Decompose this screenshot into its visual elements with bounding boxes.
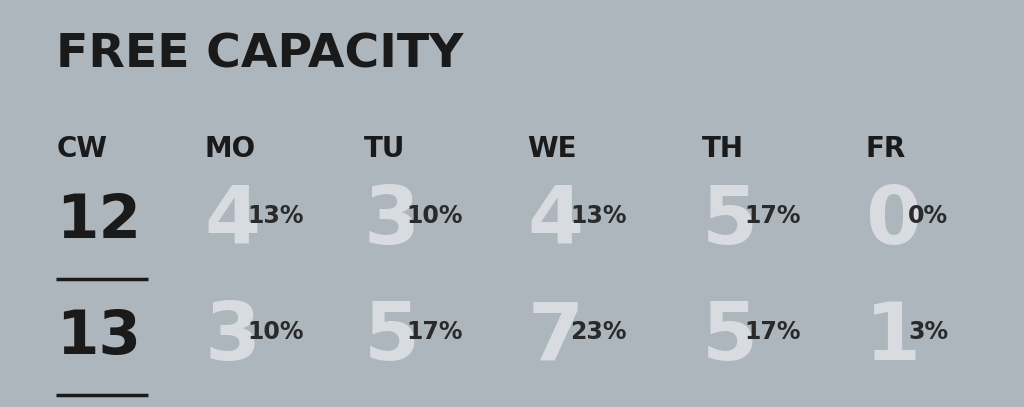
Text: 3%: 3% bbox=[908, 320, 948, 344]
Text: 3: 3 bbox=[205, 299, 261, 377]
Text: FREE CAPACITY: FREE CAPACITY bbox=[56, 33, 464, 78]
Text: 10%: 10% bbox=[248, 320, 304, 344]
Text: 4: 4 bbox=[527, 183, 584, 261]
Text: 17%: 17% bbox=[744, 204, 801, 228]
Text: 10%: 10% bbox=[407, 204, 463, 228]
Text: 5: 5 bbox=[701, 183, 758, 261]
Text: 0: 0 bbox=[865, 183, 922, 261]
Text: 13%: 13% bbox=[248, 204, 304, 228]
Text: 5: 5 bbox=[701, 299, 758, 377]
Text: 17%: 17% bbox=[407, 320, 463, 344]
Text: 7: 7 bbox=[527, 299, 584, 377]
Text: 13%: 13% bbox=[570, 204, 627, 228]
Text: 23%: 23% bbox=[570, 320, 627, 344]
Text: 1: 1 bbox=[865, 299, 922, 377]
Text: 4: 4 bbox=[205, 183, 261, 261]
Text: 0%: 0% bbox=[908, 204, 948, 228]
Text: 12: 12 bbox=[56, 193, 141, 251]
Text: TU: TU bbox=[364, 135, 404, 162]
Text: 13: 13 bbox=[56, 309, 141, 367]
Text: MO: MO bbox=[205, 135, 256, 162]
Text: 17%: 17% bbox=[744, 320, 801, 344]
Text: TH: TH bbox=[701, 135, 743, 162]
Text: WE: WE bbox=[527, 135, 577, 162]
Text: FR: FR bbox=[865, 135, 905, 162]
Text: 3: 3 bbox=[364, 183, 420, 261]
Text: 5: 5 bbox=[364, 299, 420, 377]
Text: CW: CW bbox=[56, 135, 108, 162]
